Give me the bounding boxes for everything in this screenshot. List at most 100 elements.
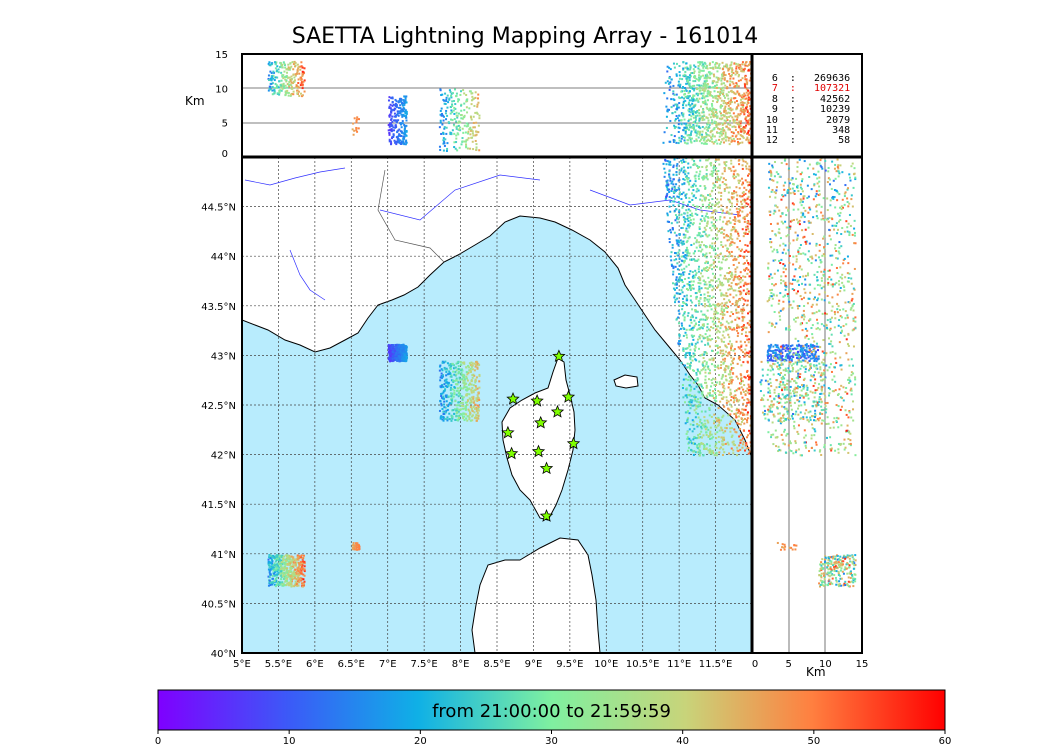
- lightning-source: [694, 358, 697, 361]
- lightning-source: [440, 415, 443, 418]
- lightning-source-alt: [300, 76, 303, 79]
- lightning-source-alt: [703, 96, 706, 99]
- lightning-source: [693, 349, 696, 352]
- lightning-source: [712, 211, 715, 214]
- lightning-source: [741, 181, 744, 184]
- lightning-source-alt: [729, 84, 732, 87]
- lightning-source: [688, 224, 691, 227]
- lightning-source-alt: [703, 77, 706, 80]
- lightning-source: [708, 414, 711, 417]
- lightning-source: [718, 346, 721, 349]
- lightning-source: [714, 445, 717, 448]
- lightning-source: [456, 387, 459, 390]
- lightning-source: [727, 198, 730, 201]
- lightning-source: [746, 387, 749, 390]
- lightning-source: [698, 371, 701, 374]
- lightning-source-alt: [467, 132, 470, 135]
- lightning-source: [694, 180, 697, 183]
- lightning-source: [465, 394, 468, 397]
- lightning-source-alt: [696, 94, 699, 97]
- lightning-source: [669, 228, 672, 231]
- lightning-source: [742, 191, 745, 194]
- lightning-source: [273, 566, 276, 569]
- lightning-source-alt: [470, 128, 473, 131]
- lightning-source: [688, 324, 691, 327]
- lightning-source: [666, 189, 669, 192]
- lightning-source: [714, 378, 717, 381]
- lightning-source: [287, 560, 290, 563]
- lightning-source: [744, 231, 747, 234]
- lightning-source-alt: [691, 126, 694, 129]
- lightning-source: [713, 276, 716, 279]
- lightning-source-alt: [397, 129, 400, 132]
- lightning-source: [676, 280, 679, 283]
- lightning-source: [391, 350, 394, 353]
- lightning-source-alt: [393, 109, 396, 112]
- lightning-source-alt: [457, 112, 460, 115]
- lightning-source-alt: [405, 139, 408, 142]
- lightning-source: [738, 444, 741, 447]
- lightning-source-alt: [401, 115, 404, 118]
- lightning-source-alt: [273, 71, 276, 74]
- lightning-source: [669, 200, 672, 203]
- lightning-source: [455, 419, 458, 422]
- lightning-source: [715, 280, 718, 283]
- lightning-source: [448, 402, 451, 405]
- lightning-source: [705, 159, 708, 162]
- lightning-source: [700, 383, 703, 386]
- lightning-source: [715, 437, 718, 440]
- lightning-source: [707, 421, 710, 424]
- lightning-source: [718, 381, 721, 384]
- lightning-source: [678, 249, 681, 252]
- lightning-source: [268, 556, 271, 559]
- lightning-source: [723, 387, 726, 390]
- lightning-source-alt: [281, 74, 284, 77]
- lightning-source: [442, 395, 445, 398]
- lightning-source-alt: [446, 106, 449, 109]
- lightning-source-alt: [684, 70, 687, 73]
- lightning-source: [704, 269, 707, 272]
- lightning-source-alt: [737, 75, 740, 78]
- station-star: [566, 436, 581, 450]
- lightning-source: [727, 235, 730, 238]
- lightning-source: [728, 452, 731, 455]
- lightning-source: [439, 385, 442, 388]
- lightning-source-alt: [732, 132, 735, 135]
- lightning-source: [717, 364, 720, 367]
- lightning-source-alt: [455, 92, 458, 95]
- lightning-source-alt: [394, 104, 397, 107]
- lightning-source: [716, 312, 719, 315]
- lightning-source: [461, 396, 464, 399]
- lightning-source: [727, 365, 730, 368]
- lightning-source-alt: [715, 139, 718, 142]
- lightning-source-alt: [280, 85, 283, 88]
- lightning-source: [688, 363, 691, 366]
- lightning-source: [747, 322, 750, 325]
- lightning-source: [281, 581, 284, 584]
- lightning-source-alt: [746, 137, 749, 140]
- lightning-source: [397, 349, 400, 352]
- lightning-source: [701, 335, 704, 338]
- lightning-source: [711, 242, 714, 245]
- lightning-source: [713, 454, 716, 457]
- lightning-source: [739, 271, 742, 274]
- lightning-source: [399, 353, 402, 356]
- lightning-source-alt: [684, 132, 687, 135]
- lightning-source: [748, 350, 751, 353]
- lightning-source-alt: [708, 63, 711, 66]
- lightning-source: [689, 356, 692, 359]
- lightning-source: [692, 284, 695, 287]
- lightning-source: [301, 582, 304, 585]
- lightning-source: [288, 570, 291, 573]
- lightning-source-alt: [683, 118, 686, 121]
- lightning-source-alt: [674, 111, 677, 114]
- lightning-source-alt: [733, 97, 736, 100]
- lightning-source-alt: [720, 118, 723, 121]
- lightning-source: [721, 440, 724, 443]
- lightning-source: [693, 334, 696, 337]
- lightning-source-alt: [475, 146, 478, 149]
- lightning-source: [468, 387, 471, 390]
- lightning-source: [747, 184, 750, 187]
- lightning-source-alt: [287, 63, 290, 66]
